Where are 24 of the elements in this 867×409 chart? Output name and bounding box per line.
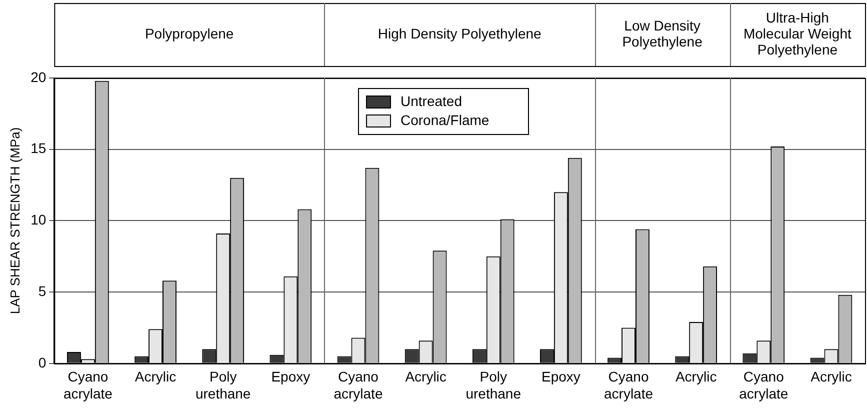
x-tick-label: Poly urethane	[466, 368, 522, 402]
text: Polypropylene	[144, 25, 234, 42]
legend-label: Untreated	[400, 92, 462, 109]
y-tick-label: 5	[38, 282, 46, 299]
x-tick-label: Cyano acrylate	[334, 368, 383, 402]
x-tick-label: Epoxy	[271, 368, 310, 385]
y-tick-label: 10	[30, 212, 46, 228]
x-tick-label: Cyano acrylate	[63, 368, 113, 402]
x-tick-label: Acrylic	[810, 368, 852, 385]
text: Ultra-High Molecular Weight Polyethylene	[743, 9, 852, 58]
x-tick-label: Acrylic	[675, 368, 717, 385]
x-tick-label: Cyano acrylate	[604, 368, 654, 402]
x-tick-label: Acrylic	[134, 368, 176, 385]
x-tick-label: Epoxy	[541, 368, 580, 385]
y-axis-title: LAP SHEAR STRENGTH (MPa)	[7, 127, 22, 314]
x-tick-label: Acrylic	[405, 368, 446, 385]
x-tick-label: Cyano acrylate	[739, 368, 788, 402]
x-tick-label: Poly urethane	[195, 368, 251, 402]
legend-label: Corona/Flame	[400, 112, 490, 128]
text: Low Density Polyethylene	[622, 17, 703, 50]
y-tick-label: 20	[30, 68, 46, 85]
y-tick-label: 0	[38, 354, 46, 370]
text: High Density Polyethylene	[378, 25, 542, 42]
y-tick-label: 15	[30, 140, 46, 156]
